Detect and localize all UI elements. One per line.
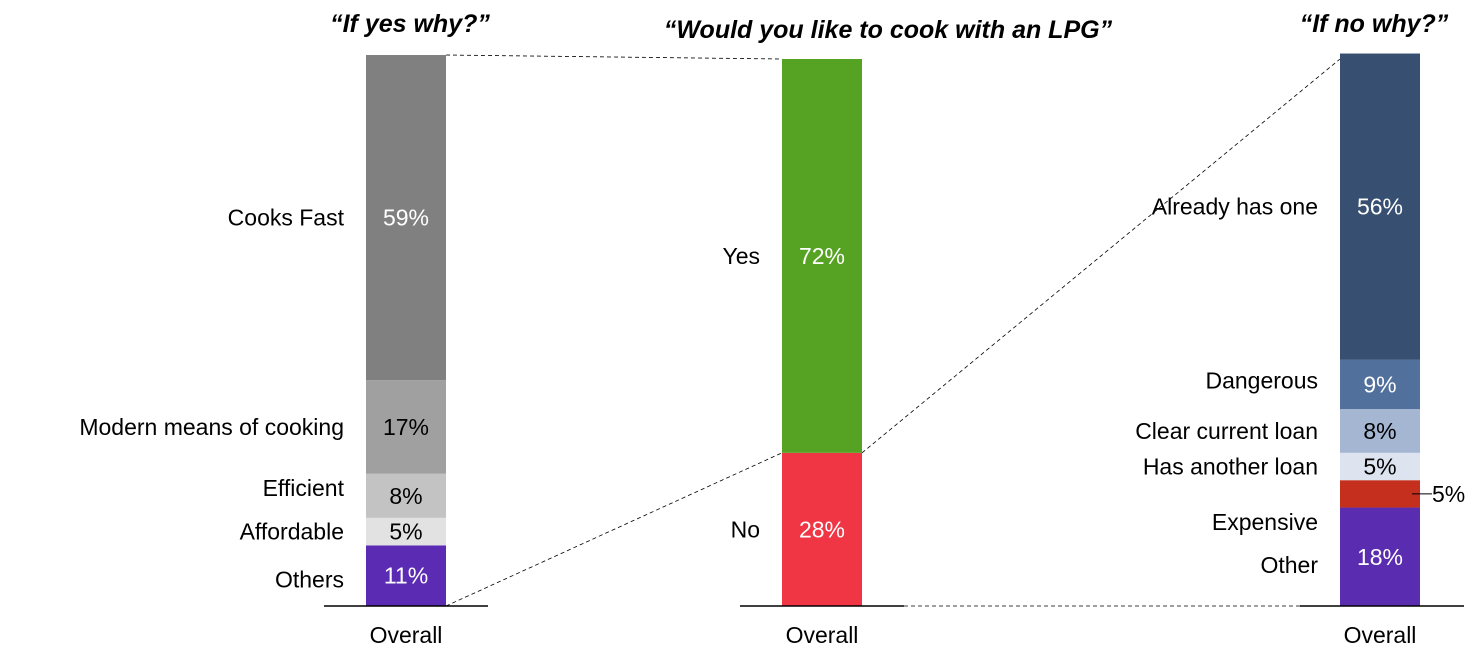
series-label: Modern means of cooking [79,414,344,440]
value-label: 59% [383,205,429,231]
x-category-label: Overall [370,622,443,648]
value-label: 5% [1432,481,1465,507]
bar-segment [366,545,446,606]
bar-segment [1340,359,1420,410]
bar-segment [1340,507,1420,606]
connector-line [861,58,1341,454]
chart-panel-3: “If no why?” 18% 5% 5% 8% 9% 56% Other Expensive… [1135,10,1465,648]
series-label: Has another loan [1143,454,1318,480]
x-category-label: Overall [786,622,859,648]
series-label: No [731,516,760,542]
series-label: Other [1260,552,1318,578]
chart-panel-2: “Would you like to cook with an LPG” 28% 7… [664,16,1113,648]
panel-title: “Would you like to cook with an LPG” [664,16,1113,44]
panel-title: “If no why?” [1300,10,1449,38]
series-label: Cooks Fast [228,205,345,231]
value-label: 28% [799,516,845,542]
series-label: Others [275,567,344,593]
value-label: 8% [389,483,422,509]
x-category-label: Overall [1344,622,1417,648]
value-label: 72% [799,243,845,269]
value-label: 5% [1363,454,1396,480]
connector-lines [445,54,1341,607]
series-label: Already has one [1152,194,1318,220]
value-label: 5% [389,519,422,545]
chart-panels: “If yes why?” 11% 5% 8% 17% 59% Others Affordab… [79,10,1465,648]
bar-segment [1340,409,1420,453]
connector-line [445,54,783,60]
value-label: 18% [1357,544,1403,570]
series-label: Expensive [1212,509,1318,535]
value-label: 8% [1363,418,1396,444]
bar-segment [366,517,446,546]
bar-segment [782,59,862,453]
value-label: 56% [1357,194,1403,220]
value-label: 11% [384,563,428,589]
chart-panel-1: “If yes why?” 11% 5% 8% 17% 59% Others Affordab… [79,10,490,648]
bar-segment [1340,452,1420,481]
series-label: Dangerous [1205,367,1318,393]
series-label: Affordable [240,519,344,545]
bar-segment [366,473,446,518]
bar-segment [366,55,446,381]
series-label: Clear current loan [1135,418,1318,444]
value-label: 9% [1363,371,1396,397]
bar-segment [1340,480,1420,508]
bar-segment [1340,53,1420,360]
series-label: Efficient [263,475,345,501]
value-label: 17% [383,414,429,440]
series-label: Yes [722,243,760,269]
connector-line [445,452,783,607]
bar-segment [366,380,446,474]
panel-title: “If yes why?” [330,10,490,38]
bar-segment [782,452,862,606]
